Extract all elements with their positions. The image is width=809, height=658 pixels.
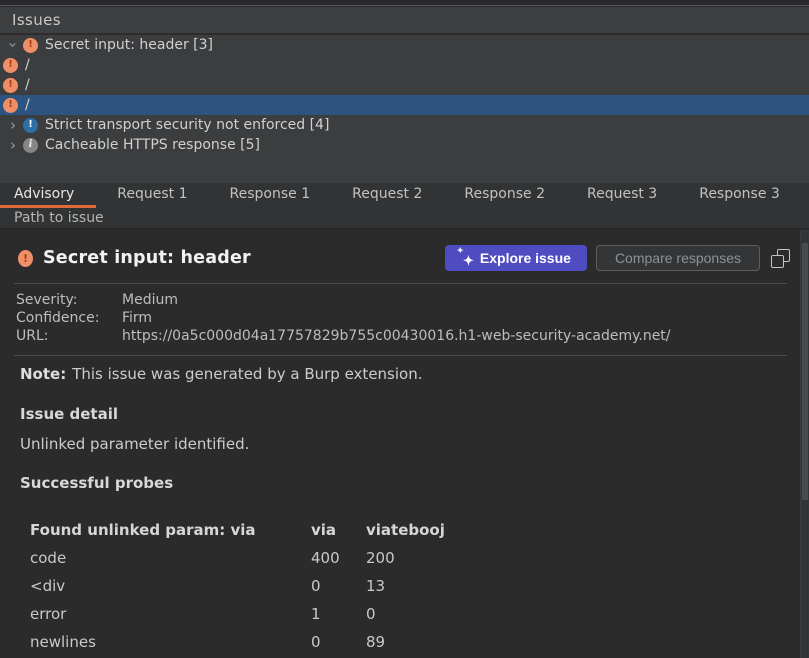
issue-tree-child-selected[interactable]: /	[0, 95, 809, 115]
issue-tree-label: Secret input: header [3]	[45, 37, 213, 53]
vertical-scrollbar[interactable]	[800, 230, 809, 658]
tab-response-1[interactable]: Response 1	[229, 186, 311, 202]
chevron-collapsed-icon[interactable]	[6, 138, 20, 152]
probes-header-via: via	[311, 521, 337, 539]
issue-tree-item[interactable]: Secret input: header [3]	[0, 35, 809, 55]
issue-tree-child[interactable]: /	[0, 75, 809, 95]
issue-tree: Secret input: header [3] / / / Strict tr…	[0, 35, 809, 183]
confidence-value: Firm	[122, 310, 153, 326]
tab-request-3[interactable]: Request 3	[586, 186, 658, 202]
probes-table-header-row: Found unlinked param: via via viatebooj	[30, 516, 445, 544]
advisory-content: Secret input: header Explore issue Compa…	[0, 230, 800, 658]
meta-row-url: URL: https://0a5c000d04a17757829b755c004…	[16, 327, 800, 345]
chevron-expanded-icon[interactable]	[6, 38, 20, 52]
meta-row-severity: Severity: Medium	[16, 291, 800, 309]
tab-response-2[interactable]: Response 2	[464, 186, 545, 202]
table-row: code 400 200	[30, 544, 445, 572]
probe-via-value: 0	[311, 577, 321, 595]
probe-via-value: 1	[311, 605, 321, 623]
issue-detail-heading: Issue detail	[20, 405, 118, 423]
note-text: This issue was generated by a Burp exten…	[72, 365, 423, 383]
info-severity-icon	[23, 137, 38, 153]
advisory-panel: Secret input: header Explore issue Compa…	[0, 230, 809, 658]
medium-severity-icon	[3, 77, 18, 93]
confidence-label: Confidence:	[16, 310, 100, 326]
issue-tree-label: Strict transport security not enforced […	[45, 117, 330, 133]
probe-via-value: 400	[311, 549, 340, 567]
tab-response-3[interactable]: Response 3	[699, 186, 780, 202]
chevron-collapsed-icon[interactable]	[6, 118, 20, 132]
window-top-strip	[0, 0, 809, 6]
probes-header-viatebooj: viatebooj	[366, 521, 445, 539]
issue-tab-bar: Advisory Request 1 Response 1 Request 2 …	[0, 183, 809, 208]
issue-title: Secret input: header	[43, 248, 251, 268]
low-severity-icon	[23, 117, 38, 133]
issue-tree-label: Cacheable HTTPS response [5]	[45, 137, 260, 153]
medium-severity-icon	[23, 37, 38, 53]
probe-name: <div	[30, 577, 66, 595]
issue-tree-label: /	[25, 77, 30, 93]
issues-panel-title: Issues	[12, 11, 62, 29]
probe-viatebooj-value: 13	[366, 577, 386, 595]
probe-name: newlines	[30, 633, 96, 651]
extension-note: Note: This issue was generated by a Burp …	[20, 365, 800, 383]
tab-request-2[interactable]: Request 2	[352, 186, 423, 202]
issue-detail-text: Unlinked parameter identified.	[20, 435, 250, 453]
medium-severity-icon	[3, 97, 18, 113]
issue-header: Secret input: header Explore issue Compa…	[0, 230, 800, 283]
scrollbar-thumb[interactable]	[802, 243, 808, 500]
compare-responses-button[interactable]: Compare responses	[595, 245, 760, 271]
copy-icon[interactable]	[771, 248, 790, 268]
table-row: error 1 0	[30, 600, 445, 628]
probe-via-value: 0	[311, 633, 321, 651]
sparkle-icon	[457, 246, 474, 269]
divider	[14, 355, 787, 356]
issue-header-actions: Explore issue Compare responses	[444, 245, 790, 271]
issues-panel-header: Issues	[0, 7, 809, 34]
probe-viatebooj-value: 89	[366, 633, 386, 651]
probes-header-param: Found unlinked param: via	[30, 521, 256, 539]
issue-subtab-bar: Path to issue	[0, 208, 809, 229]
tab-path-to-issue[interactable]: Path to issue	[14, 210, 104, 226]
meta-row-confidence: Confidence: Firm	[16, 309, 800, 327]
probe-viatebooj-value: 0	[366, 605, 376, 623]
issue-tree-label: /	[25, 97, 30, 113]
issue-meta: Severity: Medium Confidence: Firm URL: h…	[0, 284, 800, 355]
tab-advisory[interactable]: Advisory	[0, 183, 97, 208]
medium-severity-icon	[18, 249, 33, 267]
probe-name: error	[30, 605, 67, 623]
tab-request-1[interactable]: Request 1	[117, 186, 188, 202]
probe-viatebooj-value: 200	[366, 549, 395, 567]
severity-label: Severity:	[16, 292, 78, 308]
table-row: <div 0 13	[30, 572, 445, 600]
issue-tree-child[interactable]: /	[0, 55, 809, 75]
probe-name: code	[30, 549, 67, 567]
issue-tree-item[interactable]: Cacheable HTTPS response [5]	[0, 135, 809, 155]
probes-table: Found unlinked param: via via viatebooj …	[30, 516, 445, 656]
issue-tree-label: /	[25, 57, 30, 73]
severity-value: Medium	[122, 292, 178, 308]
explore-issue-button[interactable]: Explore issue	[444, 245, 587, 271]
note-label: Note:	[20, 365, 67, 383]
explore-issue-label: Explore issue	[479, 250, 571, 266]
divider	[14, 283, 787, 284]
medium-severity-icon	[3, 57, 18, 73]
url-value: https://0a5c000d04a17757829b755c00430016…	[122, 328, 671, 344]
url-label: URL:	[16, 328, 49, 344]
issue-tree-item[interactable]: Strict transport security not enforced […	[0, 115, 809, 135]
table-row: newlines 0 89	[30, 628, 445, 656]
successful-probes-heading: Successful probes	[20, 474, 174, 492]
